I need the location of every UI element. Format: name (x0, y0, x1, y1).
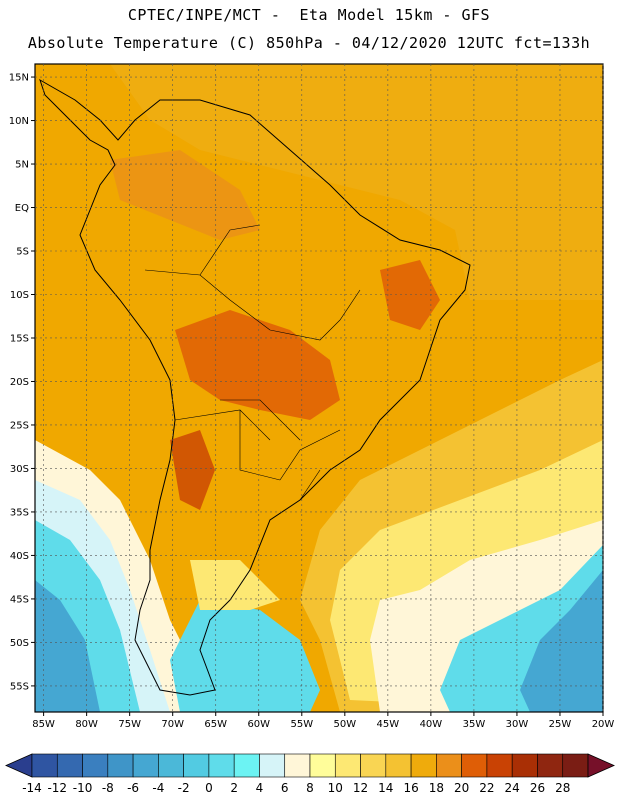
colorbar-label: -4 (152, 781, 164, 795)
colorbar-label: -10 (73, 781, 93, 795)
lat-label: 45S (10, 594, 29, 605)
lat-label: 50S (10, 638, 29, 649)
colorbar-swatch (107, 753, 134, 778)
colorbar-label: -6 (127, 781, 139, 795)
lat-label: 20S (10, 377, 29, 388)
colorbar-label: 14 (378, 781, 393, 795)
colder-pacific-region (35, 580, 100, 712)
lon-label: 85W (32, 719, 55, 730)
colorbar-swatch (259, 753, 286, 778)
warm-tropical-band (35, 64, 603, 300)
colorbar-label: 0 (205, 781, 213, 795)
temperature-field (35, 64, 603, 712)
lon-label: 35W (463, 719, 486, 730)
colorbar-swatch (31, 753, 58, 778)
colorbar-label: 12 (353, 781, 368, 795)
lat-label: 5S (16, 247, 29, 258)
lat-label: 5N (15, 160, 29, 171)
colorbar-swatch (410, 753, 437, 778)
longitude-labels: 85W 80W 75W 70W 65W 60W 55W 50W 45W 40W 35W 30W 25W 2… (32, 719, 614, 730)
colorbar-label: -12 (47, 781, 67, 795)
hot-continental-region (175, 310, 340, 420)
colorbar-swatch (233, 753, 260, 778)
lat-label: 15N (9, 73, 29, 84)
map-frame (34, 63, 604, 713)
colorbar-label: 2 (230, 781, 238, 795)
colder-atlantic-region (520, 570, 603, 712)
lat-label: 30S (10, 464, 29, 475)
colorbar-label: 24 (505, 781, 520, 795)
colorbar-swatch (56, 753, 83, 778)
colorbar-swatch (461, 753, 488, 778)
colorbar-swatch (436, 753, 462, 778)
lat-label: 40S (10, 551, 29, 562)
chart-subtitle: Absolute Temperature (C) 850hPa - 04/12/… (27, 34, 591, 52)
grid-lines (31, 64, 604, 716)
colorbar-label: -8 (102, 781, 114, 795)
hot-chaco-region (170, 430, 215, 510)
lon-label: 55W (290, 719, 313, 730)
colorbar-label: 20 (454, 781, 469, 795)
colorbar-label: 16 (403, 781, 418, 795)
colorbar-under-triangle (5, 753, 33, 778)
lat-label: 25S (10, 420, 29, 431)
lon-label: 45W (377, 719, 400, 730)
warm-north-region (110, 150, 260, 240)
chart-title: CPTEC/INPE/MCT - Eta Model 15km - GFS (127, 6, 491, 24)
lon-label: 40W (420, 719, 443, 730)
lon-label: 80W (75, 719, 98, 730)
colorbar-swatch (183, 753, 210, 778)
lon-label: 60W (247, 719, 270, 730)
lat-label: 10S (10, 290, 29, 301)
colorbar-swatch (360, 753, 387, 778)
colorbar-swatch (486, 753, 513, 778)
lon-label: 50W (334, 719, 357, 730)
south-america-coastline (39, 78, 471, 696)
colorbar: -14 -12 -10 -8 -6 -4 -2 0 2 4 6 8 10 12 14 16 18 20 22 24 26… (5, 753, 615, 795)
colorbar-swatch (562, 753, 589, 778)
colorbar-label: 22 (479, 781, 494, 795)
lon-label: 20W (592, 719, 615, 730)
colorbar-label: 28 (555, 781, 570, 795)
colorbar-swatch (309, 753, 336, 778)
colorbar-swatch (385, 753, 412, 778)
colorbar-label: 26 (530, 781, 545, 795)
lon-label: 70W (161, 719, 184, 730)
colorbar-label: 18 (429, 781, 444, 795)
lon-label: 25W (549, 719, 572, 730)
colorbar-over-triangle (587, 753, 615, 778)
colorbar-swatch (334, 753, 361, 778)
colorbar-label: -2 (178, 781, 190, 795)
lat-label: 35S (10, 507, 29, 518)
colorbar-swatch (537, 753, 564, 778)
colorbar-label: 10 (328, 781, 343, 795)
lat-label: 10N (9, 116, 29, 127)
colorbar-label: 8 (306, 781, 314, 795)
colorbar-swatch (82, 753, 109, 778)
lat-label: EQ (15, 203, 29, 214)
colorbar-swatch (158, 753, 184, 778)
latitude-labels: 15N 10N 5N EQ 5S 10S 15S 20S 25S 30S 35S 40S 45S 50S 5… (9, 73, 29, 693)
colorbar-label: 6 (281, 781, 289, 795)
country-borders (144, 224, 361, 501)
lon-label: 75W (118, 719, 141, 730)
colorbar-swatch (208, 753, 235, 778)
colorbar-swatch (132, 753, 159, 778)
pale-patagonia-shelf (190, 560, 280, 610)
colorbar-label: -14 (22, 781, 42, 795)
colorbar-swatch (511, 753, 538, 778)
colorbar-label: 4 (256, 781, 264, 795)
lat-label: 55S (10, 681, 29, 692)
hot-northeast-region (380, 260, 440, 330)
lon-label: 30W (506, 719, 529, 730)
lon-label: 65W (204, 719, 227, 730)
lat-label: 15S (10, 333, 29, 344)
colorbar-swatch (284, 753, 311, 778)
